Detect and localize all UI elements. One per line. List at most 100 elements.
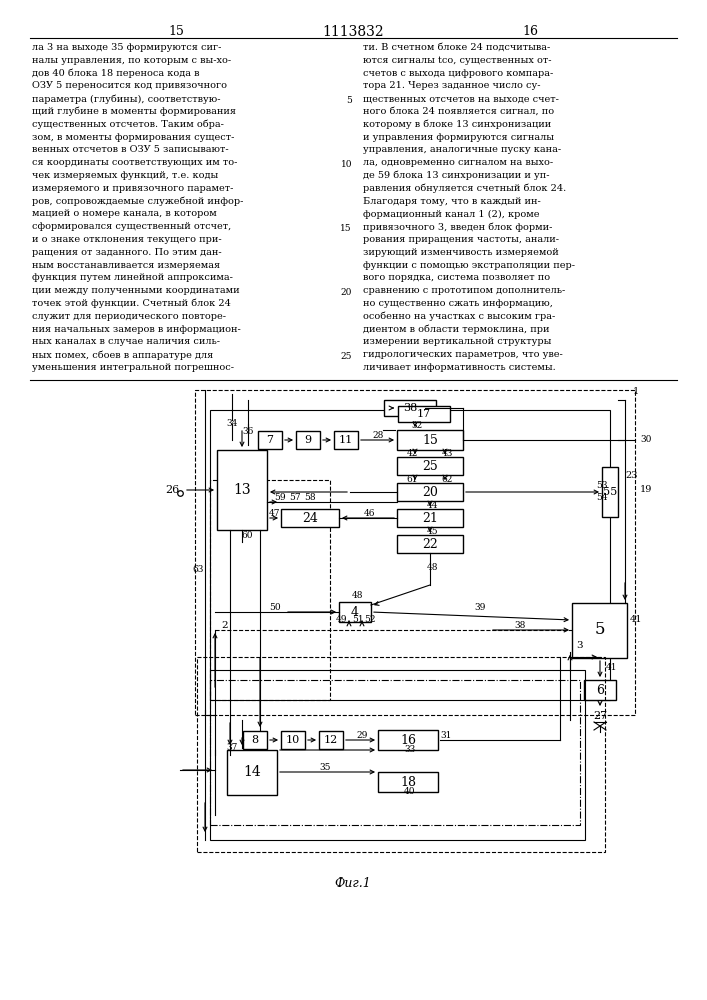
Bar [384, 400, 436, 416]
Text: венных отсчетов в ОЗУ 5 записывают-: венных отсчетов в ОЗУ 5 записывают- [32, 145, 228, 154]
Text: гидрологических параметров, что уве-: гидрологических параметров, что уве- [363, 350, 563, 359]
Text: 36: 36 [243, 428, 254, 436]
Text: 15: 15 [422, 434, 438, 446]
Text: 10: 10 [341, 160, 352, 169]
Bar [281, 509, 339, 527]
Text: 1: 1 [633, 387, 639, 396]
Text: 29: 29 [356, 730, 368, 740]
Text: 20: 20 [422, 486, 438, 498]
Text: параметра (глубины), соответствую-: параметра (глубины), соответствую- [32, 94, 221, 104]
Bar [319, 731, 343, 749]
Text: 10: 10 [286, 735, 300, 745]
Text: 47: 47 [269, 510, 281, 518]
Text: 42: 42 [407, 450, 418, 458]
Text: 18: 18 [400, 776, 416, 788]
Text: уменьшения интегральной погрешнос-: уменьшения интегральной погрешнос- [32, 363, 234, 372]
Text: налы управления, по которым с вы-хо-: налы управления, по которым с вы-хо- [32, 56, 231, 65]
Text: диентом в области термоклина, при: диентом в области термоклина, при [363, 325, 549, 334]
Bar [398, 406, 450, 422]
Bar [397, 509, 463, 527]
Text: ОЗУ 5 переносится код привязочного: ОЗУ 5 переносится код привязочного [32, 81, 227, 90]
Text: ла 3 на выходе 35 формируются сиг-: ла 3 на выходе 35 формируются сиг- [32, 43, 221, 52]
Text: 8: 8 [252, 735, 259, 745]
Text: 40: 40 [404, 786, 416, 796]
Text: счетов с выхода цифрового компара-: счетов с выхода цифрового компара- [363, 69, 554, 78]
Text: зирующий изменчивость измеряемой: зирующий изменчивость измеряемой [363, 248, 559, 257]
Text: 39: 39 [474, 602, 486, 611]
Text: ных каналах в случае наличия силь-: ных каналах в случае наличия силь- [32, 337, 220, 346]
Bar [210, 670, 585, 840]
Text: ного блока 24 появляется сигнал, по: ного блока 24 появляется сигнал, по [363, 107, 554, 116]
Text: измеряемого и привязочного парамет-: измеряемого и привязочного парамет- [32, 184, 233, 193]
Bar [397, 535, 463, 553]
Bar [243, 731, 267, 749]
Text: 25: 25 [422, 460, 438, 473]
Text: 6: 6 [596, 684, 604, 696]
Text: ных помех, сбоев в аппаратуре для: ных помех, сбоев в аппаратуре для [32, 350, 214, 360]
Text: ным восстанавливается измеряемая: ным восстанавливается измеряемая [32, 261, 220, 270]
Text: ся координаты соответствующих им то-: ся координаты соответствующих им то- [32, 158, 238, 167]
Bar [378, 730, 438, 750]
Text: 35: 35 [320, 764, 331, 772]
Text: 16: 16 [400, 734, 416, 746]
Bar [210, 480, 330, 700]
Text: 31: 31 [440, 732, 451, 740]
Bar [296, 431, 320, 449]
Bar [397, 457, 463, 475]
Text: щий глубине в моменты формирования: щий глубине в моменты формирования [32, 107, 236, 116]
Text: и о знаке отклонения текущего при-: и о знаке отклонения текущего при- [32, 235, 221, 244]
Text: 46: 46 [364, 510, 375, 518]
Bar [195, 390, 635, 715]
Text: ции между полученными координатами: ции между полученными координатами [32, 286, 240, 295]
Text: 28: 28 [373, 430, 384, 440]
Text: 59: 59 [274, 492, 286, 502]
Text: 2: 2 [222, 621, 228, 631]
Text: функции с помощью экстраполяции пер-: функции с помощью экстраполяции пер- [363, 261, 575, 270]
Bar [378, 772, 438, 792]
Text: вого порядка, система позволяет по: вого порядка, система позволяет по [363, 273, 550, 282]
Text: управления, аналогичные пуску кана-: управления, аналогичные пуску кана- [363, 145, 561, 154]
Text: 7: 7 [267, 435, 274, 445]
Text: 23: 23 [625, 471, 638, 480]
Text: 5: 5 [346, 96, 352, 105]
Text: равления обнуляется счетный блок 24.: равления обнуляется счетный блок 24. [363, 184, 566, 193]
Text: ров, сопровождаемые служебной инфор-: ров, сопровождаемые служебной инфор- [32, 197, 243, 206]
Text: 26: 26 [165, 485, 179, 495]
Text: 19: 19 [640, 486, 653, 494]
Text: 17: 17 [417, 409, 431, 419]
Text: Фиг.1: Фиг.1 [334, 877, 371, 890]
Text: дов 40 блока 18 переноса кода в: дов 40 блока 18 переноса кода в [32, 69, 199, 78]
Bar [281, 731, 305, 749]
Bar [227, 750, 277, 794]
Bar [397, 430, 463, 450]
Text: служит для периодического повторе-: служит для периодического повторе- [32, 312, 226, 321]
Text: 32: 32 [411, 422, 423, 430]
Text: 44: 44 [427, 500, 439, 510]
Text: 34: 34 [226, 420, 238, 428]
Text: де 59 блока 13 синхронизации и уп-: де 59 блока 13 синхронизации и уп- [363, 171, 549, 180]
Text: 63: 63 [192, 566, 204, 574]
Text: 51: 51 [352, 615, 364, 624]
Text: 53: 53 [596, 481, 608, 489]
Text: 4: 4 [351, 605, 359, 618]
Bar [573, 602, 628, 658]
Text: ти. В счетном блоке 24 подсчитыва-: ти. В счетном блоке 24 подсчитыва- [363, 43, 550, 52]
Text: 50: 50 [269, 603, 281, 612]
Text: и управления формируются сигналы: и управления формируются сигналы [363, 133, 554, 142]
Text: 3: 3 [577, 641, 583, 650]
Text: 41: 41 [630, 615, 643, 624]
Bar [397, 483, 463, 501]
Text: зом, в моменты формирования сущест-: зом, в моменты формирования сущест- [32, 133, 235, 142]
Text: тора 21. Через заданное число су-: тора 21. Через заданное число су- [363, 81, 540, 90]
Text: 25: 25 [341, 352, 352, 361]
Text: формационный канал 1 (2), кроме: формационный канал 1 (2), кроме [363, 209, 539, 219]
Text: 27: 27 [593, 711, 607, 721]
Text: 52: 52 [364, 615, 375, 624]
Text: 14: 14 [243, 765, 261, 779]
Text: привязочного 3, введен блок форми-: привязочного 3, введен блок форми- [363, 222, 552, 232]
Text: которому в блоке 13 синхронизации: которому в блоке 13 синхронизации [363, 120, 551, 129]
Text: 15: 15 [340, 224, 352, 233]
Text: 37: 37 [226, 744, 238, 752]
Text: 45: 45 [427, 526, 439, 536]
Text: 33: 33 [404, 744, 416, 754]
